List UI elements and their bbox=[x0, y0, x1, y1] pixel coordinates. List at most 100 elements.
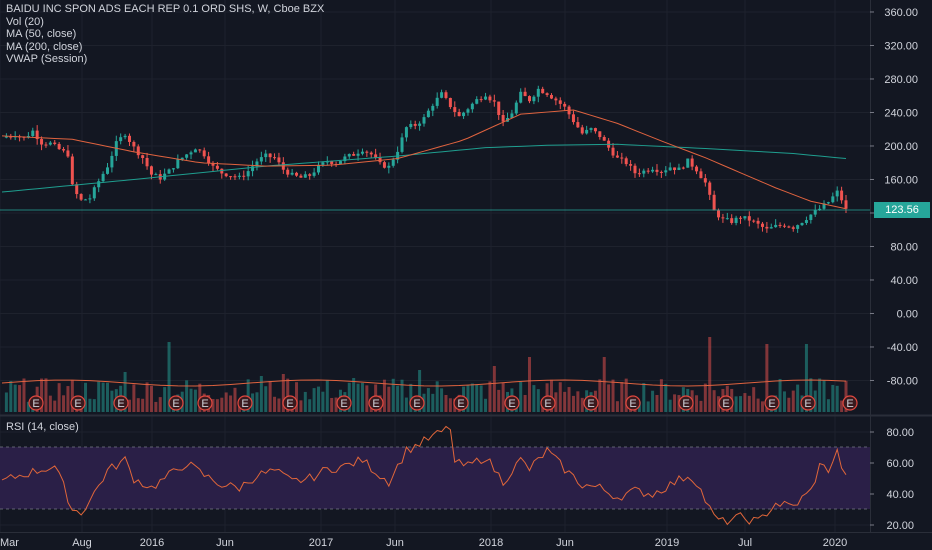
time-tick-label: 2018 bbox=[479, 537, 503, 549]
volume-bar bbox=[835, 385, 839, 412]
candle-body bbox=[444, 92, 448, 98]
svg-text:E: E bbox=[286, 398, 293, 410]
legend-vwap[interactable]: VWAP (Session) bbox=[6, 53, 88, 65]
svg-text:E: E bbox=[457, 398, 464, 410]
candle-body bbox=[242, 175, 246, 177]
candle-body bbox=[299, 175, 303, 178]
volume-bar bbox=[255, 392, 259, 412]
candle-body bbox=[123, 135, 127, 138]
svg-text:E: E bbox=[508, 398, 515, 410]
earnings-marker[interactable]: E bbox=[842, 395, 858, 411]
price-tick-label: 240.00 bbox=[884, 107, 918, 119]
earnings-marker[interactable]: E bbox=[409, 395, 425, 411]
time-tick-label: Jun bbox=[386, 537, 404, 549]
earnings-marker[interactable]: E bbox=[197, 395, 213, 411]
earnings-marker[interactable]: E bbox=[504, 395, 520, 411]
candle-body bbox=[321, 162, 325, 165]
volume-bar bbox=[734, 396, 738, 412]
volume-bar bbox=[475, 384, 479, 412]
volume-bar bbox=[334, 397, 338, 412]
candle-body bbox=[440, 92, 444, 98]
volume-bar bbox=[347, 382, 351, 412]
candle-body bbox=[673, 167, 677, 171]
volume-bar bbox=[558, 382, 562, 412]
rsi-axis[interactable]: 80.00 60.00 40.00 20.00 bbox=[870, 427, 914, 532]
earnings-marker[interactable]: E bbox=[237, 395, 253, 411]
time-axis[interactable]: Mar Aug 2016 Jun 2017 Jun 2018 Jun 2019 Jul 2020 bbox=[0, 537, 847, 549]
earnings-marker[interactable]: E bbox=[113, 395, 129, 411]
earnings-marker[interactable]: E bbox=[336, 395, 352, 411]
earnings-marker[interactable]: E bbox=[28, 395, 44, 411]
earnings-marker[interactable]: E bbox=[764, 395, 780, 411]
volume-bar bbox=[448, 398, 452, 412]
earnings-marker[interactable]: E bbox=[583, 395, 599, 411]
time-tick-label: 2020 bbox=[823, 537, 847, 549]
volume-bar bbox=[519, 381, 523, 412]
candle-body bbox=[549, 95, 553, 99]
time-tick-label: Jul bbox=[738, 537, 752, 549]
earnings-marker[interactable]: E bbox=[625, 395, 641, 411]
volume-bar bbox=[598, 379, 602, 412]
price-tick-label: 80.00 bbox=[890, 241, 918, 253]
candle-body bbox=[295, 172, 299, 176]
price-axis[interactable]: 360.00320.00280.00240.00200.00160.00120.… bbox=[870, 7, 918, 388]
legend-ma200[interactable]: MA (200, close) bbox=[6, 40, 83, 53]
earnings-marker[interactable]: E bbox=[540, 395, 556, 411]
candle-body bbox=[840, 190, 844, 201]
candle-body bbox=[585, 129, 589, 134]
rsi-legend[interactable]: RSI (14, close) bbox=[6, 421, 79, 433]
earnings-marker[interactable]: E bbox=[678, 395, 694, 411]
volume-bar bbox=[818, 378, 822, 412]
candle-body bbox=[409, 123, 413, 128]
legend-ma50[interactable]: MA (50, close) bbox=[6, 28, 77, 40]
volume-bar bbox=[651, 390, 655, 412]
volume-bar bbox=[4, 392, 8, 412]
candle-body bbox=[453, 107, 457, 112]
earnings-marker[interactable]: E bbox=[368, 395, 384, 411]
candle-body bbox=[75, 184, 79, 195]
candle-body bbox=[629, 164, 633, 166]
earnings-marker[interactable]: E bbox=[800, 395, 816, 411]
candle-body bbox=[492, 100, 496, 102]
earnings-marker[interactable]: E bbox=[70, 395, 86, 411]
volume-bar bbox=[501, 382, 505, 412]
candle-body bbox=[119, 137, 123, 142]
candle-body bbox=[413, 123, 417, 126]
candle-body bbox=[571, 114, 575, 123]
svg-text:E: E bbox=[117, 398, 124, 410]
symbol-title[interactable]: BAIDU INC SPON ADS EACH REP 0.1 ORD SHS,… bbox=[6, 3, 325, 15]
earnings-marker[interactable]: E bbox=[282, 395, 298, 411]
candle-body bbox=[752, 220, 756, 222]
candle-body bbox=[778, 224, 782, 226]
candle-body bbox=[804, 220, 808, 223]
earnings-marker[interactable]: E bbox=[453, 395, 469, 411]
svg-text:E: E bbox=[587, 398, 594, 410]
candle-body bbox=[659, 171, 663, 173]
candle-body bbox=[822, 203, 826, 209]
candle-body bbox=[220, 168, 224, 174]
candle-body bbox=[681, 167, 685, 169]
volume-bar bbox=[127, 399, 131, 412]
candle-body bbox=[404, 127, 408, 138]
candle-body bbox=[290, 172, 294, 175]
legend-vol[interactable]: Vol (20) bbox=[6, 15, 44, 28]
candle-body bbox=[347, 154, 351, 157]
rsi-tick-label: 60.00 bbox=[886, 458, 914, 470]
candle-body bbox=[818, 208, 822, 211]
volume-bar bbox=[246, 379, 250, 412]
svg-text:E: E bbox=[241, 398, 248, 410]
earnings-marker[interactable]: E bbox=[718, 395, 734, 411]
candle-body bbox=[330, 161, 334, 164]
volume-bar bbox=[778, 378, 782, 412]
volume-bar bbox=[488, 381, 492, 412]
earnings-marker[interactable]: E bbox=[168, 395, 184, 411]
candle-body bbox=[352, 154, 356, 156]
time-tick-label: Aug bbox=[72, 537, 92, 549]
volume-bar bbox=[752, 387, 756, 412]
candle-body bbox=[769, 227, 773, 229]
volume-bar bbox=[440, 388, 444, 412]
ma200-line bbox=[1, 143, 847, 193]
candle-body bbox=[48, 142, 52, 145]
volume-bar bbox=[325, 379, 329, 412]
